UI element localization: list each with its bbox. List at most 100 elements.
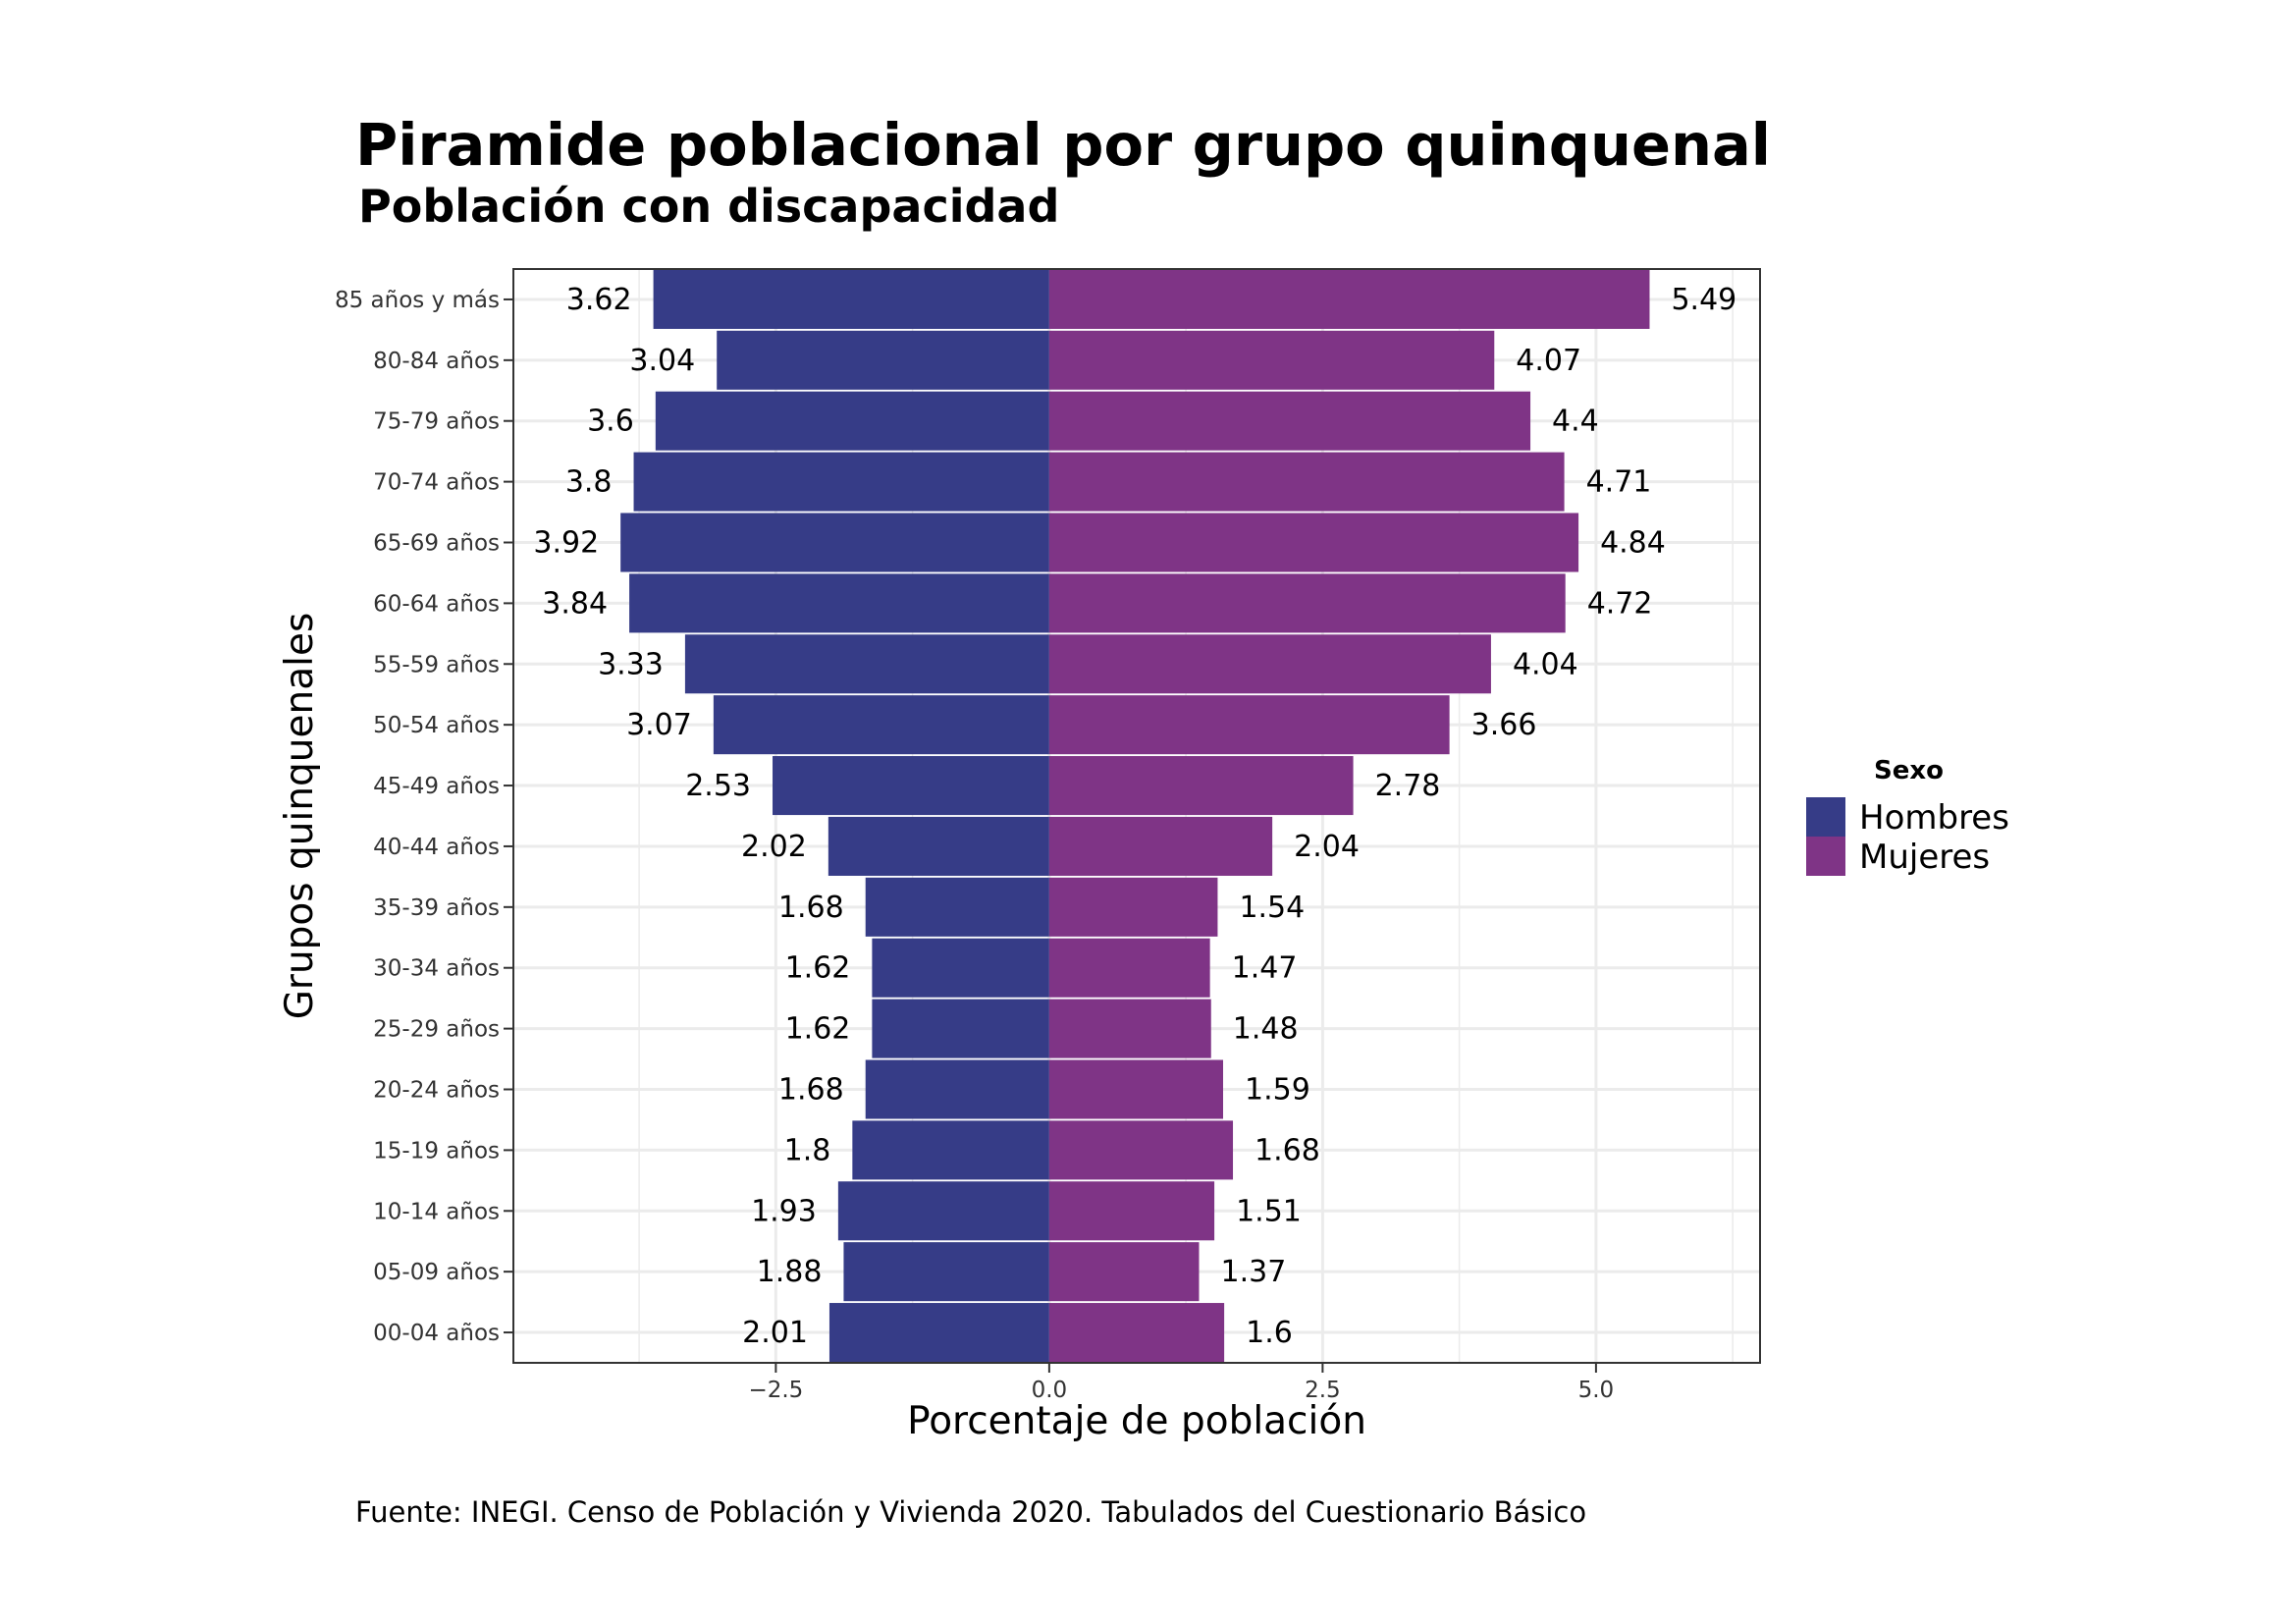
- y-tick-label: 85 años y más: [335, 288, 500, 313]
- bar-labels-group: 3.62 3.04 3.6 3.8 3.92 3.84 3.33 3.07 2.53 2.02 1.…: [533, 283, 1736, 1350]
- bar-hombres: [620, 513, 1049, 572]
- bar-label-mujeres: 3.66: [1471, 708, 1537, 742]
- y-axis: 85 años y más 80-84 años 75-79 años 70-74 a…: [335, 288, 513, 1346]
- x-tick-label: 0.0: [1032, 1378, 1068, 1403]
- bar-hombres: [837, 1181, 1049, 1241]
- bar-hombres: [717, 330, 1049, 390]
- bar-label-mujeres: 4.71: [1586, 465, 1652, 500]
- bar-label-hombres: 1.68: [778, 1073, 844, 1108]
- bar-label-hombres: 1.93: [751, 1194, 817, 1228]
- y-axis-label: Grupos quinquenales: [278, 613, 322, 1020]
- y-tick-label: 75-79 años: [373, 409, 500, 435]
- bar-hombres: [865, 1059, 1049, 1119]
- bar-label-hombres: 3.04: [629, 344, 695, 378]
- y-tick-label: 15-19 años: [373, 1138, 500, 1164]
- y-tick-label: 25-29 años: [373, 1017, 500, 1043]
- bar-label-mujeres: 2.78: [1375, 769, 1441, 803]
- bar-label-mujeres: 1.54: [1239, 891, 1305, 925]
- bar-hombres: [828, 1303, 1049, 1363]
- bar-hombres: [865, 877, 1049, 937]
- bar-hombres: [872, 999, 1049, 1058]
- chart-title: Piramide poblacional por grupo quinquena…: [355, 111, 1771, 179]
- bar-label-mujeres: 5.49: [1671, 283, 1736, 317]
- bar-label-hombres: 1.62: [785, 1012, 851, 1047]
- x-axis-label: Porcentaje de población: [907, 1399, 1366, 1443]
- bar-mujeres: [1048, 573, 1566, 633]
- bar-label-mujeres: 1.48: [1233, 1012, 1299, 1047]
- y-tick-label: 20-24 años: [373, 1078, 500, 1104]
- bar-hombres: [828, 816, 1049, 876]
- bar-label-hombres: 1.88: [757, 1255, 823, 1289]
- bar-hombres: [852, 1120, 1049, 1180]
- bar-label-hombres: 2.01: [742, 1316, 808, 1350]
- bar-hombres: [633, 452, 1049, 512]
- bar-mujeres: [1048, 513, 1579, 572]
- bar-mujeres: [1048, 391, 1531, 451]
- y-tick-label: 55-59 años: [373, 652, 500, 677]
- y-tick-label: 35-39 años: [373, 895, 500, 921]
- x-tick-label: 2.5: [1305, 1378, 1341, 1403]
- bar-hombres: [773, 756, 1049, 816]
- bar-label-mujeres: 1.37: [1221, 1255, 1287, 1289]
- bar-mujeres: [1048, 1242, 1200, 1302]
- bar-label-hombres: 3.07: [626, 708, 692, 742]
- bar-label-mujeres: 4.04: [1513, 647, 1578, 681]
- bar-label-hombres: 3.62: [566, 283, 632, 317]
- x-tick-label: 5.0: [1578, 1378, 1615, 1403]
- bar-mujeres: [1048, 877, 1218, 937]
- bar-label-mujeres: 4.84: [1600, 526, 1666, 561]
- bar-mujeres: [1048, 816, 1273, 876]
- legend-swatch-mujeres: [1806, 837, 1845, 876]
- bar-label-mujeres: 2.04: [1294, 830, 1360, 864]
- bar-label-mujeres: 4.4: [1552, 405, 1599, 439]
- bar-label-hombres: 3.33: [598, 647, 664, 681]
- bar-label-hombres: 2.02: [741, 830, 807, 864]
- y-tick-label: 05-09 años: [373, 1260, 500, 1285]
- bar-hombres: [713, 695, 1049, 755]
- bar-label-mujeres: 4.72: [1587, 586, 1653, 621]
- bar-hombres: [684, 634, 1049, 694]
- bar-mujeres: [1048, 1059, 1224, 1119]
- bar-mujeres: [1048, 1181, 1215, 1241]
- bar-hombres: [843, 1242, 1049, 1302]
- bar-mujeres: [1048, 999, 1211, 1058]
- bar-label-hombres: 3.6: [587, 405, 634, 439]
- bar-mujeres: [1048, 269, 1650, 329]
- bar-mujeres: [1048, 756, 1354, 816]
- legend-title: Sexo: [1874, 756, 1944, 785]
- bar-label-mujeres: 1.51: [1236, 1194, 1302, 1228]
- x-tick-label: −2.5: [748, 1378, 803, 1403]
- chart-subtitle: Población con discapacidad: [358, 180, 1059, 233]
- bar-label-hombres: 1.68: [778, 891, 844, 925]
- bars-group: [620, 269, 1650, 1363]
- bar-hombres: [629, 573, 1049, 633]
- bar-mujeres: [1048, 1120, 1234, 1180]
- y-tick-label: 30-34 años: [373, 956, 500, 982]
- bar-mujeres: [1048, 452, 1565, 512]
- y-tick-label: 50-54 años: [373, 713, 500, 738]
- bar-mujeres: [1048, 938, 1210, 998]
- bar-mujeres: [1048, 330, 1495, 390]
- legend-swatch-hombres: [1806, 797, 1845, 837]
- bar-mujeres: [1048, 695, 1450, 755]
- legend-label-mujeres: Mujeres: [1859, 838, 1990, 877]
- y-tick-label: 70-74 años: [373, 470, 500, 496]
- plot-border: [512, 268, 1761, 1364]
- bar-label-hombres: 1.62: [785, 951, 851, 986]
- bar-label-mujeres: 1.47: [1232, 951, 1298, 986]
- bar-label-hombres: 1.8: [784, 1133, 831, 1167]
- legend: Sexo Hombres Mujeres: [1806, 756, 2009, 877]
- y-tick-label: 40-44 años: [373, 835, 500, 860]
- y-tick-label: 00-04 años: [373, 1321, 500, 1346]
- x-axis: −2.5 0.0 2.5 5.0: [748, 1363, 1614, 1403]
- bar-mujeres: [1048, 634, 1491, 694]
- bar-label-mujeres: 1.59: [1245, 1073, 1310, 1108]
- bar-label-hombres: 2.53: [685, 769, 751, 803]
- bar-label-hombres: 3.84: [542, 586, 608, 621]
- bar-mujeres: [1048, 1303, 1225, 1363]
- y-tick-label: 45-49 años: [373, 774, 500, 799]
- bar-label-mujeres: 1.6: [1246, 1316, 1293, 1350]
- y-tick-label: 80-84 años: [373, 349, 500, 374]
- y-tick-label: 65-69 años: [373, 531, 500, 557]
